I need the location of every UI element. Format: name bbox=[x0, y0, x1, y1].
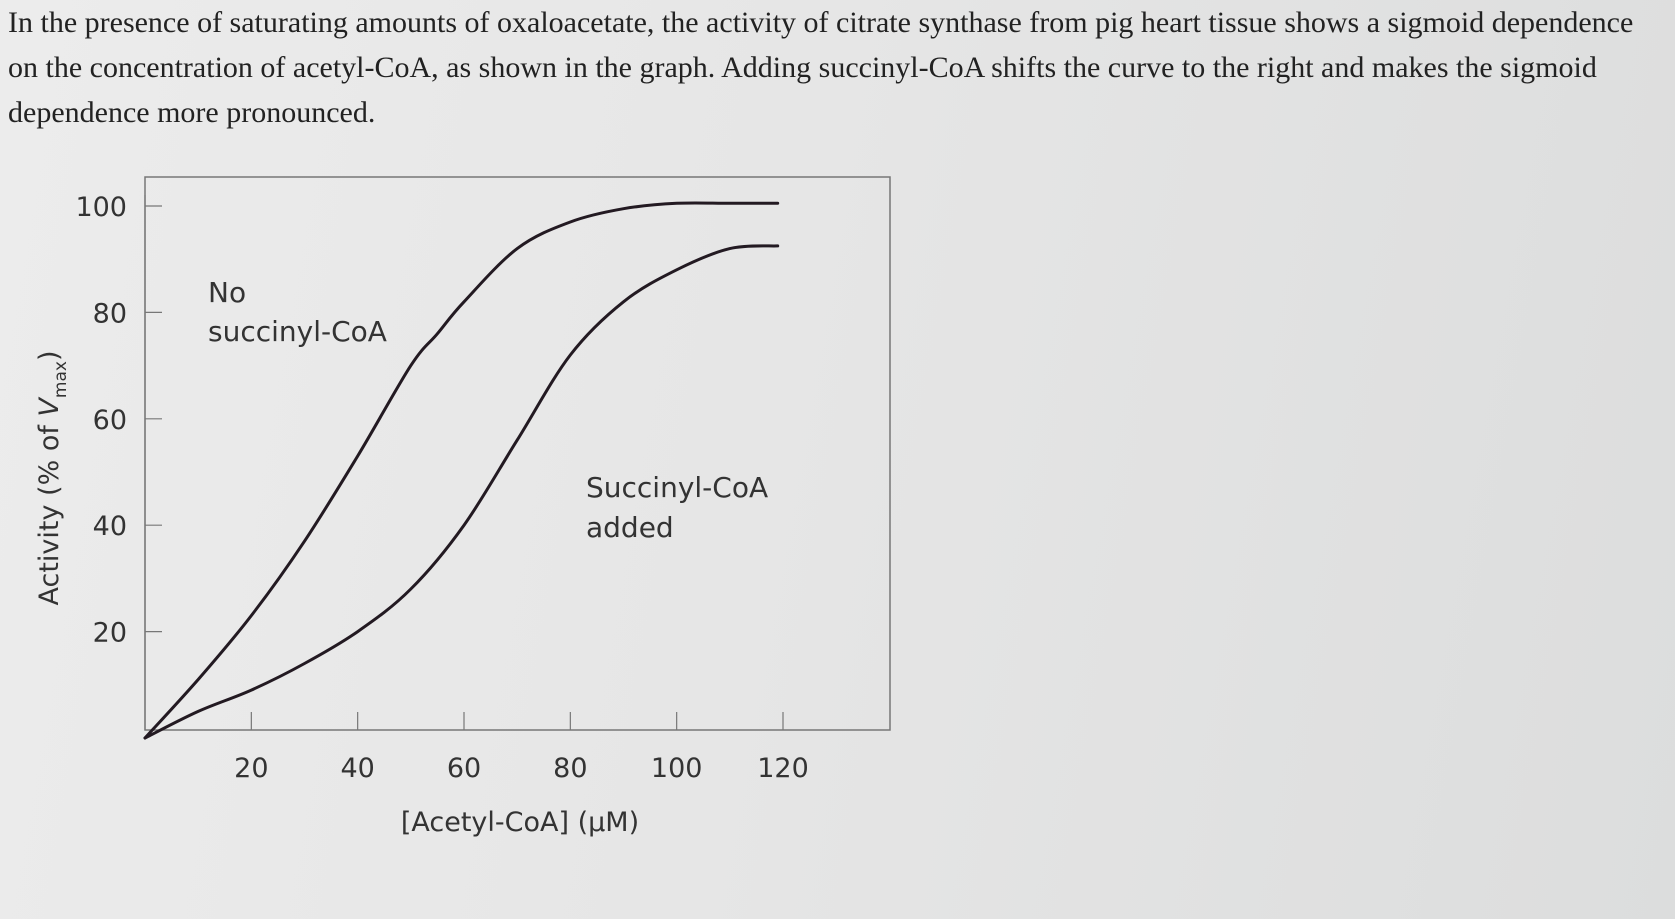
x-tick-label: 60 bbox=[447, 753, 481, 784]
y-axis-title: Activity (% of Vmax) bbox=[34, 350, 71, 605]
y-tick-label: 20 bbox=[93, 618, 127, 649]
y-axis-title-suffix: ) bbox=[34, 350, 65, 361]
x-tick-label: 20 bbox=[234, 753, 268, 784]
x-tick-label: 100 bbox=[651, 753, 703, 784]
intro-paragraph: In the presence of saturating amounts of… bbox=[8, 6, 1634, 129]
series-line-0 bbox=[143, 201, 780, 740]
x-tick-label: 40 bbox=[340, 753, 374, 784]
label-no-succinyl-coa: No succinyl-CoA bbox=[208, 276, 387, 348]
label-succinyl-coa-added: Succinyl-CoA added bbox=[586, 471, 777, 544]
y-axis-title-subscript: max bbox=[51, 361, 71, 398]
label-no-succinyl-coa-line1: No bbox=[208, 276, 246, 309]
y-axis-title-var: V bbox=[34, 396, 65, 417]
y-axis-title-prefix: Activity (% of bbox=[34, 417, 65, 606]
y-tick-label: 80 bbox=[93, 298, 127, 329]
y-tick-label: 60 bbox=[93, 405, 127, 436]
x-tick-label: 80 bbox=[553, 753, 587, 784]
curves bbox=[143, 201, 780, 740]
x-ticks: 20 40 60 80 100 120 bbox=[234, 712, 809, 784]
label-no-succinyl-coa-line2: succinyl-CoA bbox=[208, 315, 387, 348]
y-tick-label: 100 bbox=[75, 192, 127, 223]
label-succinyl-coa-added-line2: added bbox=[586, 511, 674, 544]
y-tick-label: 40 bbox=[93, 511, 127, 542]
label-succinyl-coa-added-line1: Succinyl-CoA bbox=[586, 471, 768, 504]
x-axis-title: [Acetyl-CoA] (μM) bbox=[401, 807, 639, 838]
plot-frame bbox=[144, 176, 891, 731]
x-tick-label: 120 bbox=[757, 753, 809, 784]
series-line-1 bbox=[143, 244, 780, 740]
y-ticks: 20 40 60 80 100 bbox=[75, 192, 162, 649]
